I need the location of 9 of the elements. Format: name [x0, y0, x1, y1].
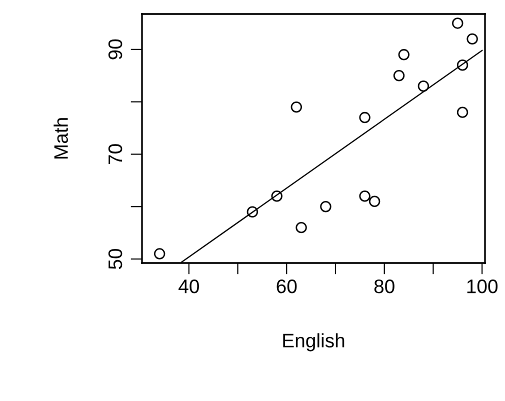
y-tick-label: 50	[108, 248, 122, 270]
y-tick-label: 90	[108, 39, 122, 60]
x-axis-title: English	[283, 333, 344, 352]
x-tick-label: 40	[178, 279, 199, 294]
x-tick-label: 60	[276, 279, 297, 294]
x-tick-label: 100	[467, 279, 498, 294]
y-tick-label: 70	[108, 144, 122, 164]
y-axis-title: Math	[54, 118, 68, 159]
x-tick-label: 80	[374, 279, 394, 294]
